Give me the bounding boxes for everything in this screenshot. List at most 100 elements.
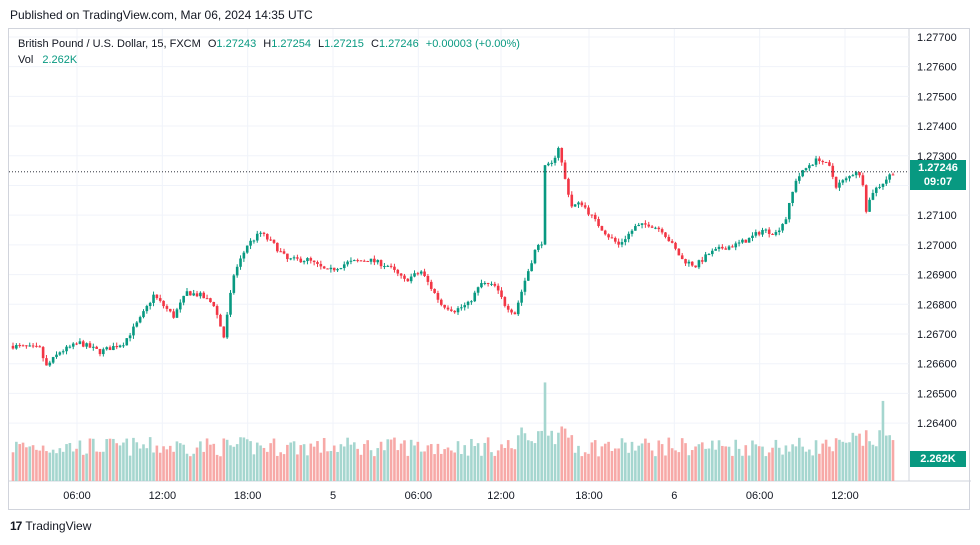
candle-body — [122, 345, 125, 347]
volume-bar — [634, 450, 637, 481]
candle-body — [781, 223, 784, 231]
candle-body — [229, 292, 232, 315]
volume-bar — [18, 444, 21, 481]
candle-body — [436, 293, 440, 300]
candle-body — [162, 300, 165, 307]
open-label: O — [207, 38, 217, 50]
volume-bar — [212, 443, 216, 481]
candle-body — [11, 345, 15, 349]
volume-bar — [787, 451, 791, 481]
volume-bar — [55, 453, 58, 481]
volume-bar — [781, 454, 784, 481]
volume-bar — [373, 456, 376, 481]
candle-body — [279, 251, 282, 253]
candle-body — [644, 223, 647, 225]
candle-body — [724, 248, 727, 250]
volume-bar — [262, 447, 266, 481]
volume-bar — [389, 439, 393, 481]
candle-body — [118, 345, 122, 348]
volume-bar — [78, 440, 82, 481]
candle-body — [707, 254, 711, 256]
volume-bar — [721, 445, 724, 481]
x-tick-label: 18:00 — [575, 490, 603, 502]
candle-body — [804, 168, 808, 171]
volume-bar — [379, 441, 383, 481]
volume-bar — [520, 427, 523, 481]
candle-body — [453, 310, 456, 313]
candle-body — [383, 266, 386, 268]
candle-body — [573, 204, 577, 207]
candle-body — [694, 265, 697, 268]
volume-bar — [85, 453, 88, 481]
volume-bar — [112, 438, 115, 481]
candle-body — [654, 227, 657, 229]
candle-body — [302, 261, 306, 263]
volume-bar — [704, 448, 707, 481]
volume-bar — [189, 456, 192, 481]
candle-body — [460, 307, 463, 309]
candle-body — [747, 237, 751, 243]
volume-bar — [737, 448, 741, 481]
volume-bar — [767, 452, 771, 481]
candle-body — [657, 227, 661, 230]
close-value: 1.27246 — [378, 38, 419, 50]
x-tick-label: 06:00 — [405, 490, 433, 502]
candle-body — [286, 253, 289, 260]
published-note: Published on TradingView.com, Mar 06, 20… — [10, 8, 313, 22]
candle-body — [530, 263, 533, 272]
volume-bar — [864, 430, 868, 481]
chart-frame — [8, 28, 970, 510]
candle-body — [500, 290, 503, 298]
volume-bar — [225, 439, 229, 481]
volume-bar — [851, 432, 855, 481]
volume-bar — [714, 449, 717, 481]
volume-bar — [798, 437, 801, 481]
x-tick-label: 12:00 — [831, 490, 859, 502]
volume-bar — [761, 446, 764, 481]
volume-bar — [299, 445, 303, 481]
volume-bar — [647, 442, 651, 481]
price-chart[interactable]: 1.277001.276001.275001.274001.273001.272… — [9, 29, 971, 511]
candle-body — [282, 251, 286, 254]
candle-body — [58, 352, 62, 355]
open-value: 1.27243 — [216, 38, 257, 50]
candle-body — [868, 199, 871, 212]
candle-body — [399, 273, 403, 276]
volume-bar — [486, 437, 490, 481]
candle-body — [496, 285, 500, 291]
candle-body — [212, 302, 216, 307]
volume-bar — [587, 453, 590, 481]
volume-bar — [309, 443, 313, 481]
volume-bar — [192, 453, 195, 481]
volume-bar — [356, 448, 359, 481]
volume-bar — [105, 439, 108, 481]
volume-bar — [624, 442, 627, 481]
volume-bar — [543, 382, 547, 481]
candle-body — [292, 257, 296, 259]
candle-body — [75, 343, 78, 345]
candle-body — [734, 243, 738, 248]
high-value: 1.27254 — [271, 38, 311, 50]
candle-body — [603, 230, 607, 235]
volume-bar — [259, 445, 262, 481]
volume-bar — [316, 441, 319, 481]
candle-body — [841, 180, 845, 183]
volume-bar — [222, 438, 226, 481]
candle-body — [446, 307, 450, 310]
volume-bar — [272, 438, 276, 481]
candle-body — [18, 345, 21, 347]
candle-body — [831, 165, 835, 177]
candle-body — [185, 291, 189, 296]
volume-bar — [453, 452, 456, 481]
candle-body — [433, 288, 436, 294]
volume-bar — [774, 439, 778, 481]
candle-body — [697, 260, 701, 268]
volume-bar — [834, 438, 838, 481]
volume-bar — [145, 448, 149, 481]
candle-body — [864, 185, 868, 212]
candle-body — [834, 176, 838, 188]
candle-body — [828, 162, 831, 166]
candle-body — [600, 226, 604, 231]
candle-body — [168, 308, 172, 312]
volume-bar — [570, 435, 574, 481]
